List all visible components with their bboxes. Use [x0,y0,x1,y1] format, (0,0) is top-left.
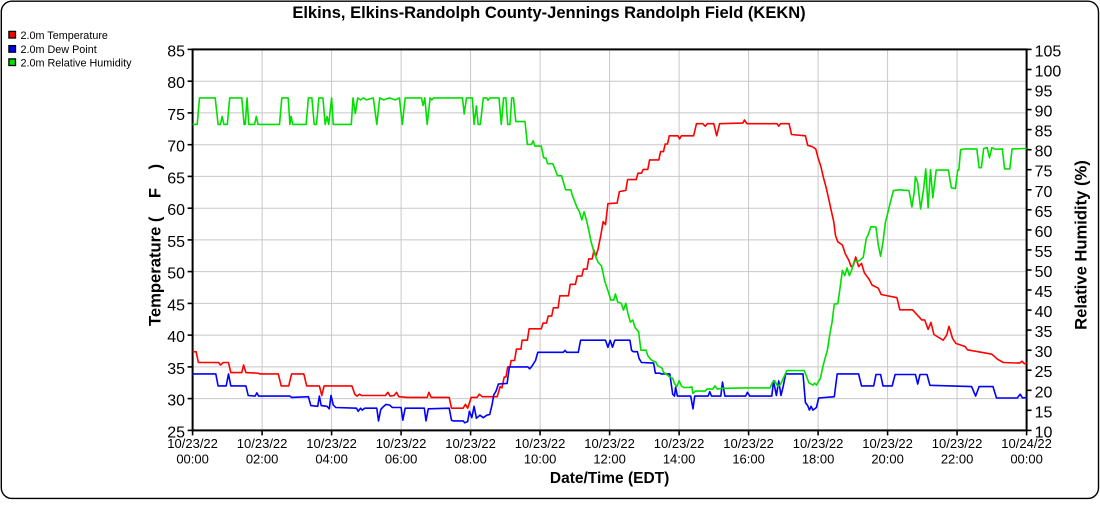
svg-text:10/24/22: 10/24/22 [1001,436,1052,451]
svg-text:20: 20 [1035,384,1053,401]
svg-text:10: 10 [1035,424,1053,441]
svg-text:15: 15 [1035,404,1053,421]
svg-text:12:00: 12:00 [593,452,626,467]
svg-text:04:00: 04:00 [315,452,348,467]
svg-text:16:00: 16:00 [732,452,765,467]
svg-text:10/23/22: 10/23/22 [237,436,288,451]
svg-text:35: 35 [1035,324,1053,341]
svg-text:105: 105 [1035,43,1062,60]
svg-text:80: 80 [167,75,185,92]
svg-text:60: 60 [1035,224,1053,241]
svg-text:95: 95 [1035,84,1053,101]
svg-text:70: 70 [1035,184,1053,201]
svg-text:Relative Humidity (%): Relative Humidity (%) [1072,160,1091,330]
svg-text:45: 45 [167,297,185,314]
svg-text:08:00: 08:00 [454,452,487,467]
svg-text:22:00: 22:00 [941,452,974,467]
svg-text:30: 30 [1035,344,1053,361]
svg-text:25: 25 [167,424,185,441]
svg-text:75: 75 [167,107,185,124]
svg-text:90: 90 [1035,104,1053,121]
svg-text:10/23/22: 10/23/22 [584,436,635,451]
svg-text:35: 35 [167,361,185,378]
svg-text:10/23/22: 10/23/22 [862,436,913,451]
svg-text:75: 75 [1035,164,1053,181]
svg-text:25: 25 [1035,364,1053,381]
svg-text:10/23/22: 10/23/22 [654,436,705,451]
svg-text:60: 60 [167,202,185,219]
svg-text:100: 100 [1035,64,1062,81]
svg-text:10/23/22: 10/23/22 [445,436,496,451]
svg-text:80: 80 [1035,144,1053,161]
svg-text:50: 50 [167,266,185,283]
svg-text:06:00: 06:00 [385,452,418,467]
svg-text:10/23/22: 10/23/22 [515,436,566,451]
svg-text:10/23/22: 10/23/22 [932,436,983,451]
svg-text:55: 55 [1035,244,1053,261]
svg-text:65: 65 [1035,204,1053,221]
svg-text:2.0m Relative Humidity: 2.0m Relative Humidity [21,57,133,69]
svg-text:10/23/22: 10/23/22 [723,436,774,451]
svg-text:02:00: 02:00 [246,452,279,467]
svg-text:55: 55 [167,234,185,251]
svg-text:2.0m Dew Point: 2.0m Dew Point [21,44,97,56]
svg-text:Date/Time (EDT): Date/Time (EDT) [550,470,669,487]
svg-text:70: 70 [167,139,185,156]
svg-text:Elkins, Elkins-Randolph County: Elkins, Elkins-Randolph County-Jennings … [292,4,805,22]
svg-text:20:00: 20:00 [871,452,904,467]
svg-text:10/23/22: 10/23/22 [167,436,218,451]
svg-text:50: 50 [1035,264,1053,281]
svg-text:10/23/22: 10/23/22 [793,436,844,451]
svg-text:85: 85 [1035,124,1053,141]
svg-text:40: 40 [1035,304,1053,321]
svg-text:65: 65 [167,170,185,187]
svg-text:14:00: 14:00 [663,452,696,467]
svg-text:40: 40 [167,329,185,346]
svg-text:10:00: 10:00 [524,452,557,467]
svg-text:45: 45 [1035,284,1053,301]
svg-text:2.0m Temperature: 2.0m Temperature [21,30,108,42]
svg-text:00:00: 00:00 [176,452,209,467]
svg-text:85: 85 [167,43,185,60]
svg-text:10/23/22: 10/23/22 [376,436,427,451]
svg-text:Temperature ( F ): Temperature ( F ) [146,164,165,326]
svg-text:30: 30 [167,393,185,410]
svg-text:18:00: 18:00 [802,452,835,467]
svg-text:10/23/22: 10/23/22 [306,436,357,451]
svg-text:00:00: 00:00 [1010,452,1043,467]
